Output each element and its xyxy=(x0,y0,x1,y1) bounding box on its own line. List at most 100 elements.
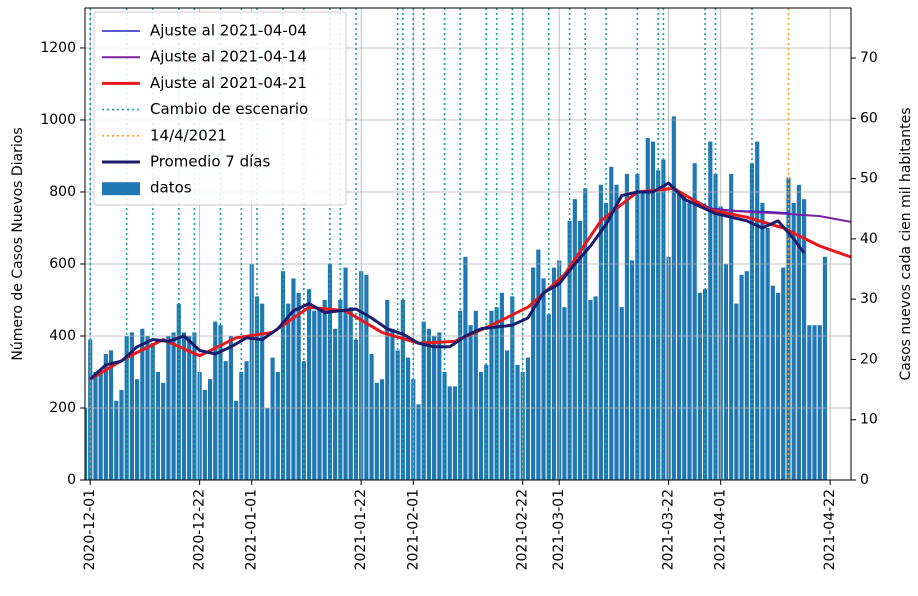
bar xyxy=(395,350,400,480)
bar xyxy=(619,307,624,480)
bar xyxy=(562,307,567,480)
bar xyxy=(426,328,432,480)
bar xyxy=(103,353,108,480)
bar xyxy=(129,332,134,480)
bar xyxy=(218,325,223,480)
bar xyxy=(588,299,593,480)
legend-swatch xyxy=(102,182,140,196)
bar xyxy=(317,307,322,480)
y2-tick-label: 50 xyxy=(860,171,878,187)
y2-tick-label: 0 xyxy=(860,472,869,488)
bar xyxy=(744,271,749,480)
bar xyxy=(781,267,786,480)
bar xyxy=(275,371,280,480)
x-tick-label: 2021-01-01 xyxy=(244,489,260,570)
bar xyxy=(98,371,103,480)
bar xyxy=(708,141,713,480)
bar xyxy=(817,325,822,480)
bar xyxy=(749,163,755,480)
y-tick-label: 1000 xyxy=(40,112,76,128)
bar xyxy=(692,163,697,480)
legend-label: 14/4/2021 xyxy=(150,126,227,144)
bar xyxy=(812,325,817,480)
bar xyxy=(244,361,249,480)
bar xyxy=(416,404,421,480)
bar xyxy=(202,389,207,480)
bar xyxy=(223,361,228,480)
bar xyxy=(624,173,630,480)
bar xyxy=(807,325,812,480)
bar xyxy=(760,202,765,480)
plot-frame xyxy=(84,7,852,481)
bar xyxy=(791,202,796,480)
bar xyxy=(614,184,619,480)
bar xyxy=(301,361,306,480)
bar xyxy=(385,299,390,480)
bar xyxy=(546,314,551,480)
bar xyxy=(734,303,739,480)
bar xyxy=(150,343,155,480)
legend-label: Ajuste al 2021-04-04 xyxy=(150,22,307,40)
bar xyxy=(536,249,541,480)
bar xyxy=(822,256,828,480)
bar xyxy=(119,389,124,480)
bar xyxy=(291,278,296,480)
bar xyxy=(765,227,770,480)
bar xyxy=(234,400,239,480)
plot-area xyxy=(85,8,851,480)
bar xyxy=(348,307,353,480)
x-tick-label: 2021-01-22 xyxy=(353,489,369,570)
bar xyxy=(682,195,687,480)
bar xyxy=(775,292,781,480)
bar xyxy=(531,267,536,480)
x-tick-label: 2020-12-22 xyxy=(192,489,208,570)
bar xyxy=(176,303,181,480)
bar xyxy=(447,386,452,480)
bar xyxy=(478,371,484,480)
bar xyxy=(796,184,801,480)
y2-tick-label: 70 xyxy=(860,50,878,66)
bar xyxy=(286,303,291,480)
bar xyxy=(135,379,140,480)
bar xyxy=(280,271,286,480)
bar xyxy=(567,220,572,480)
bar xyxy=(671,116,676,480)
bar xyxy=(729,173,734,480)
x-tick-label: 2021-03-22 xyxy=(661,489,677,570)
y-tick-label: 1200 xyxy=(40,40,76,56)
bar xyxy=(270,357,275,480)
bar xyxy=(504,350,510,480)
bar xyxy=(650,141,656,480)
bar xyxy=(525,357,531,480)
bar xyxy=(697,292,702,480)
bar xyxy=(437,332,442,480)
bar xyxy=(260,303,265,480)
bar xyxy=(598,184,603,480)
y2-tick-label: 60 xyxy=(860,110,878,126)
bar xyxy=(390,328,395,480)
bar xyxy=(656,170,661,480)
bar xyxy=(114,400,119,480)
bar xyxy=(541,278,546,480)
bar xyxy=(192,332,197,480)
bar xyxy=(171,332,176,480)
bar xyxy=(405,357,411,480)
bar xyxy=(85,407,88,480)
bar xyxy=(452,386,458,480)
bar xyxy=(322,299,327,480)
bar xyxy=(577,220,583,480)
bar xyxy=(802,199,807,480)
y2-tick-label: 20 xyxy=(860,351,878,367)
y-tick-label: 0 xyxy=(67,472,76,488)
x-tick-label: 2021-04-22 xyxy=(822,489,838,570)
bar xyxy=(421,321,426,480)
bar xyxy=(364,274,369,480)
bar xyxy=(572,199,577,480)
bar xyxy=(739,274,744,480)
bar xyxy=(265,407,270,480)
x-tick-label: 2021-04-01 xyxy=(713,489,729,570)
bar xyxy=(161,382,166,480)
legend-box xyxy=(93,11,347,206)
y-tick-label: 400 xyxy=(49,328,76,344)
